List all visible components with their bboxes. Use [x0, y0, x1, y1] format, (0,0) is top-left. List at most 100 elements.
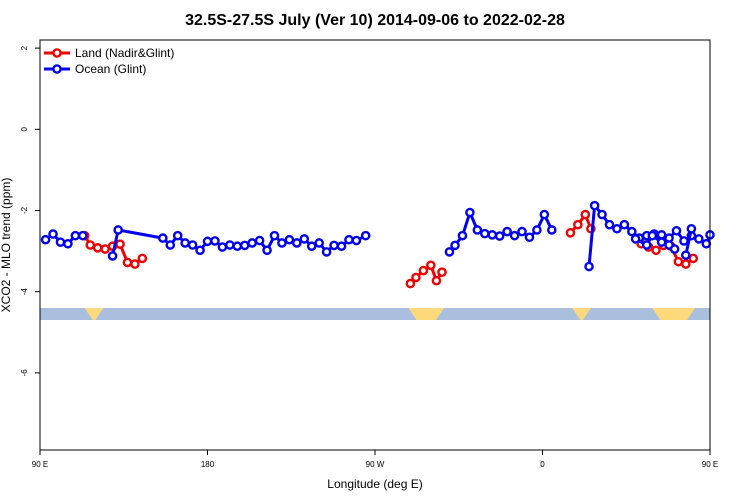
- data-point: [314, 238, 324, 248]
- data-point: [85, 240, 96, 250]
- data-point: [299, 234, 310, 244]
- data-point: [647, 230, 658, 241]
- data-point: [202, 236, 213, 247]
- data-point: [210, 236, 220, 246]
- land-band: [408, 308, 444, 320]
- data-point: [681, 250, 691, 260]
- data-point: [40, 234, 51, 245]
- land-band: [84, 308, 104, 320]
- data-point: [195, 245, 205, 256]
- data-point: [180, 238, 190, 248]
- legend-label-ocean: Ocean (Glint): [75, 62, 146, 76]
- x-tick-label: 90 E: [702, 460, 718, 469]
- data-point: [641, 240, 652, 250]
- data-point: [217, 242, 228, 252]
- land-band: [652, 308, 696, 320]
- series-layer: [40, 200, 715, 289]
- data-point: [604, 219, 615, 230]
- y-axis: 2 0 -2 -4 -6: [20, 45, 40, 376]
- data-point: [651, 245, 661, 256]
- data-point: [100, 244, 110, 254]
- data-point: [619, 219, 630, 230]
- data-point: [405, 278, 416, 289]
- data-point: [187, 240, 198, 250]
- data-point: [254, 235, 265, 246]
- y-tick-label: 2: [20, 45, 29, 50]
- series-ocean: [40, 200, 715, 272]
- data-point: [565, 228, 576, 238]
- data-point: [701, 238, 712, 249]
- data-point: [688, 253, 699, 264]
- data-point: [669, 244, 680, 254]
- data-point: [679, 236, 689, 246]
- data-point: [329, 240, 339, 251]
- data-point: [589, 200, 600, 211]
- data-point: [292, 238, 302, 248]
- data-point: [597, 209, 607, 220]
- data-point: [239, 240, 250, 251]
- data-point: [107, 251, 118, 261]
- data-point: [656, 237, 667, 247]
- data-point: [262, 245, 272, 256]
- data-point: [671, 225, 682, 236]
- data-point: [63, 238, 73, 249]
- data-point: [681, 259, 691, 269]
- legend-marker-land: [52, 48, 62, 58]
- data-point: [411, 272, 421, 283]
- data-point: [612, 223, 622, 234]
- data-point: [277, 238, 287, 248]
- data-point: [465, 207, 475, 218]
- data-point: [450, 240, 460, 251]
- data-point: [351, 235, 362, 246]
- data-point: [232, 241, 243, 252]
- legend-entry-land: Land (Nadir&Glint): [44, 46, 174, 60]
- legend-label-land: Land (Nadir&Glint): [75, 46, 174, 60]
- y-axis-label: XCO2 - MLO trend (ppm): [0, 178, 13, 313]
- data-point: [457, 230, 468, 241]
- data-point: [444, 247, 455, 257]
- data-point: [686, 223, 697, 234]
- data-point: [539, 209, 550, 220]
- data-point: [502, 226, 512, 237]
- data-point: [336, 241, 347, 252]
- x-tick-label: 90 W: [366, 460, 385, 469]
- data-point: [630, 234, 641, 244]
- data-point: [172, 230, 183, 241]
- chart-title: 32.5S-27.5S July (Ver 10) 2014-09-06 to …: [185, 12, 565, 29]
- plot-frame: [39, 39, 711, 451]
- x-axis: 90 E 180 90 W 0 90 E: [32, 450, 718, 469]
- data-point: [580, 209, 591, 220]
- data-point: [70, 230, 81, 241]
- data-point: [673, 256, 684, 267]
- legend-marker-ocean: [52, 64, 62, 74]
- data-point: [431, 275, 442, 286]
- series-line: [569, 213, 593, 234]
- data-point: [55, 237, 66, 247]
- data-point: [78, 230, 88, 241]
- data-point: [269, 230, 280, 241]
- data-point: [137, 253, 148, 264]
- data-point: [487, 230, 498, 240]
- data-point: [48, 229, 58, 239]
- data-point: [344, 234, 354, 245]
- data-point: [532, 225, 542, 235]
- ocean-band: [40, 308, 710, 320]
- land-band: [572, 308, 591, 320]
- data-point: [418, 265, 429, 276]
- y-tick-label: -2: [20, 206, 29, 214]
- data-point: [225, 240, 235, 250]
- data-point: [547, 225, 557, 235]
- data-point: [517, 226, 527, 237]
- data-point: [158, 233, 168, 243]
- data-point: [113, 225, 123, 235]
- data-point: [437, 267, 447, 277]
- data-point: [472, 225, 483, 235]
- x-tick-label: 0: [540, 460, 545, 469]
- series-land: [79, 209, 699, 289]
- data-point: [627, 226, 637, 237]
- data-point: [573, 219, 583, 230]
- y-tick-label: -6: [20, 369, 29, 377]
- data-point: [247, 238, 257, 248]
- x-axis-label: Longitude (deg E): [327, 477, 422, 491]
